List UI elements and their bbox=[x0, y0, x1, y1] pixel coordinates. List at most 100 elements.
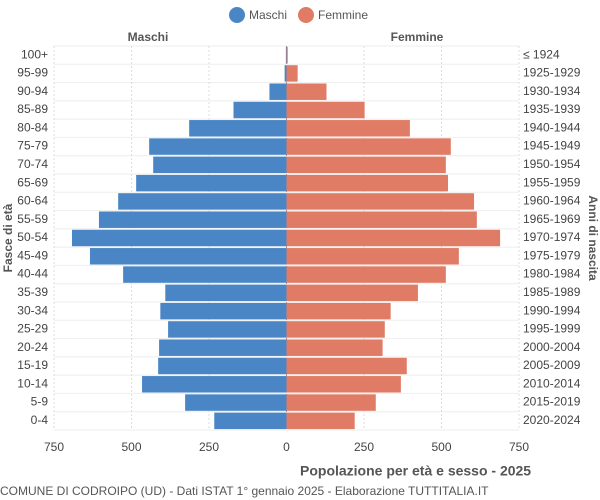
bar bbox=[286, 302, 391, 320]
y2-tick-label: 2010-2014 bbox=[523, 376, 581, 390]
bar bbox=[286, 248, 459, 265]
y-tick-label: 25-29 bbox=[17, 322, 48, 336]
bar bbox=[189, 120, 287, 137]
y-tick-label: 35-39 bbox=[17, 285, 48, 299]
y-tick-label: 60-64 bbox=[17, 194, 48, 208]
y2-tick-label: 1980-1984 bbox=[523, 267, 581, 281]
bar bbox=[285, 46, 287, 64]
y2-tick-label: 2005-2009 bbox=[523, 358, 581, 372]
bar bbox=[233, 101, 287, 119]
bar bbox=[286, 394, 376, 411]
bar bbox=[269, 83, 287, 100]
x-tick-label: 250 bbox=[354, 440, 374, 454]
y2-tick-label: 1945-1949 bbox=[523, 139, 581, 153]
bar bbox=[89, 248, 287, 265]
y-tick-label: 10-14 bbox=[17, 376, 48, 390]
bar bbox=[118, 193, 287, 210]
x-tick-label: 750 bbox=[44, 440, 64, 454]
y2-tick-label: 1985-1989 bbox=[523, 285, 581, 299]
bar bbox=[286, 101, 365, 119]
legend-label: Maschi bbox=[249, 8, 287, 22]
bar bbox=[286, 412, 355, 430]
y2-tick-label: 1930-1934 bbox=[523, 84, 581, 98]
y2-tick-label: 1935-1939 bbox=[523, 102, 581, 116]
bar bbox=[286, 211, 477, 228]
bar bbox=[286, 156, 446, 174]
y2-tick-label: 1990-1994 bbox=[523, 303, 581, 317]
y-tick-label: 15-19 bbox=[17, 358, 48, 372]
bar bbox=[142, 376, 287, 393]
y-tick-label: 0-4 bbox=[31, 413, 49, 427]
y-tick-label: 45-49 bbox=[17, 248, 48, 262]
y2-tick-label: ≤ 1924 bbox=[523, 47, 560, 61]
bar bbox=[160, 302, 287, 320]
bar bbox=[286, 321, 385, 338]
bar bbox=[214, 412, 287, 430]
y2-tick-label: 2015-2019 bbox=[523, 395, 581, 409]
bar bbox=[159, 339, 287, 356]
bar bbox=[153, 156, 287, 174]
column-header: Femmine bbox=[391, 30, 444, 44]
bar bbox=[286, 193, 475, 210]
bar bbox=[123, 266, 287, 283]
chart-title: Popolazione per età e sesso - 2025 bbox=[300, 463, 531, 479]
x-tick-label: 500 bbox=[121, 440, 141, 454]
y2-tick-label: 2000-2004 bbox=[523, 340, 581, 354]
bar bbox=[286, 83, 327, 100]
legend-marker bbox=[298, 7, 314, 23]
y-tick-label: 5-9 bbox=[31, 395, 49, 409]
bar bbox=[286, 138, 451, 155]
y2-tick-label: 1965-1969 bbox=[523, 212, 581, 226]
x-tick-label: 750 bbox=[509, 440, 529, 454]
legend-marker bbox=[229, 7, 245, 23]
y2-tick-label: 1950-1954 bbox=[523, 157, 581, 171]
y2-tick-label: 1995-1999 bbox=[523, 322, 581, 336]
bar bbox=[286, 284, 418, 302]
bar bbox=[286, 266, 446, 283]
y2-tick-label: 1955-1959 bbox=[523, 175, 581, 189]
y-axis-title: Fasce di età bbox=[1, 203, 15, 272]
bar bbox=[71, 229, 287, 247]
bar bbox=[158, 357, 287, 375]
column-header: Maschi bbox=[128, 30, 169, 44]
bar bbox=[286, 174, 449, 192]
bar bbox=[286, 65, 298, 82]
bar bbox=[286, 46, 288, 64]
chart-subtitle: COMUNE DI CODROIPO (UD) - Dati ISTAT 1° … bbox=[0, 484, 489, 498]
bar bbox=[168, 321, 287, 338]
x-tick-label: 250 bbox=[199, 440, 219, 454]
bar bbox=[286, 357, 407, 375]
y-tick-label: 40-44 bbox=[17, 267, 48, 281]
y2-tick-label: 1940-1944 bbox=[523, 120, 581, 134]
y-tick-label: 90-94 bbox=[17, 84, 48, 98]
y-tick-label: 85-89 bbox=[17, 102, 48, 116]
x-tick-label: 0 bbox=[283, 440, 290, 454]
y-tick-label: 55-59 bbox=[17, 212, 48, 226]
y2-tick-label: 1970-1974 bbox=[523, 230, 581, 244]
y2-tick-label: 1975-1979 bbox=[523, 248, 581, 262]
bar bbox=[98, 211, 287, 228]
y2-tick-label: 1925-1929 bbox=[523, 66, 581, 80]
bar bbox=[286, 339, 383, 356]
bar bbox=[286, 376, 401, 393]
y-tick-label: 65-69 bbox=[17, 175, 48, 189]
bar bbox=[149, 138, 287, 155]
y-tick-label: 70-74 bbox=[17, 157, 48, 171]
bar bbox=[286, 229, 501, 247]
legend-label: Femmine bbox=[318, 8, 368, 22]
y-tick-label: 30-34 bbox=[17, 303, 48, 317]
bar bbox=[165, 284, 287, 302]
x-tick-label: 500 bbox=[431, 440, 451, 454]
y-tick-label: 80-84 bbox=[17, 120, 48, 134]
y2-tick-label: 2020-2024 bbox=[523, 413, 581, 427]
bar bbox=[136, 174, 287, 192]
y2-tick-label: 1960-1964 bbox=[523, 194, 581, 208]
y2-axis-title: Anni di nascita bbox=[586, 195, 600, 281]
bar bbox=[284, 65, 287, 82]
y-tick-label: 20-24 bbox=[17, 340, 48, 354]
bar bbox=[185, 394, 287, 411]
y-tick-label: 95-99 bbox=[17, 66, 48, 80]
y-tick-label: 75-79 bbox=[17, 139, 48, 153]
bar bbox=[286, 120, 410, 137]
